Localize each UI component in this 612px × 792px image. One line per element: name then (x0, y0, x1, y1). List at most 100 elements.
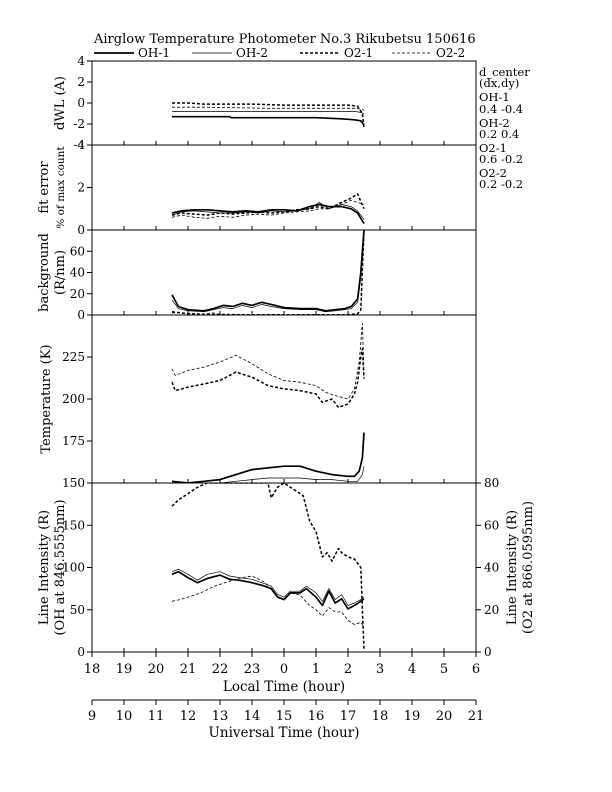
panels-group: -4 -2 0 2 4 dWL (A) 0 2 4 fit error% of max count… (37, 54, 536, 659)
xtick-label-lt: 2 (344, 662, 352, 677)
series-int-o2-2 (171, 575, 365, 627)
xtick-label-ut: 14 (244, 709, 261, 724)
ylabel-temp: Temperature (K) (39, 344, 54, 453)
xtick-label-lt: 6 (472, 662, 480, 677)
panel-frame-dwl (91, 60, 477, 146)
ytick-label-bg: 0 (77, 308, 85, 322)
side-note: OH-2 (479, 116, 510, 130)
ytick-label-dwl: -4 (73, 138, 85, 152)
series-bg-o2-2 (172, 232, 365, 315)
ytick-right-label-int: 40 (484, 561, 499, 575)
ytick-label-fit: 4 (77, 138, 85, 152)
legend-label-oh-2: OH-2 (236, 46, 268, 60)
series-bg-o2-1 (171, 230, 365, 315)
ylabel2-fit: % of max count (55, 146, 67, 229)
xtick-label-lt: 20 (148, 662, 165, 677)
side-note: O2-1 (479, 141, 507, 155)
series-int-oh-1 (171, 570, 365, 610)
xtick-label-lt: 22 (212, 662, 229, 677)
ytick-label-int: 150 (62, 518, 85, 532)
series-dwl-o2-2 (172, 106, 365, 111)
series-temp-oh-2 (172, 466, 365, 483)
series-dwl-o2-1 (172, 102, 365, 129)
ylabel-fit: fit error (37, 161, 52, 214)
xtick-label-ut: 11 (148, 709, 165, 724)
ylabel-dwl: dWL (A) (53, 76, 68, 130)
panel-temp: 150 175 200 225 Temperature (K) (39, 314, 477, 490)
xtick-label-ut: 16 (308, 709, 325, 724)
ytick-label-dwl: 2 (77, 75, 85, 89)
ytick-label-fit: 2 (77, 181, 85, 195)
panel-dwl: -4 -2 0 2 4 dWL (A) (53, 54, 477, 152)
legend: OH-1 OH-2 O2-1 O2-2 (94, 46, 465, 60)
ytick-label-bg: 60 (70, 244, 85, 258)
series-int-o2-1 (171, 483, 365, 650)
legend-label-o2-1: O2-1 (344, 46, 373, 60)
legend-label-o2-2: O2-2 (436, 46, 465, 60)
side-note: O2-2 (479, 166, 507, 180)
ylabel-bg: background (37, 233, 52, 312)
xaxis-label-ut: Universal Time (hour) (209, 725, 360, 741)
ytick-label-int: 0 (77, 645, 85, 659)
series-temp-o2-1 (171, 347, 365, 409)
ytick-label-dwl: 0 (77, 96, 85, 110)
xtick-label-ut: 20 (436, 709, 453, 724)
series-fit-o2-2 (171, 199, 365, 219)
xtick-label-ut: 12 (180, 709, 197, 724)
ytick-right-label-int: 0 (484, 645, 492, 659)
xtick-label-ut: 17 (340, 709, 357, 724)
side-notes: d_center(dx,dy)OH-10.4 -0.4OH-20.2 0.4O2… (479, 65, 530, 191)
ylabel2-bg: (R/nm) (53, 250, 68, 295)
ytick-label-temp: 150 (62, 476, 85, 490)
ytick-label-dwl: -2 (73, 117, 85, 131)
series-temp-oh-1 (171, 432, 365, 483)
xtick-label-lt: 3 (376, 662, 384, 677)
xtick-label-lt: 19 (116, 662, 133, 677)
series-int-oh-2 (171, 568, 365, 606)
series-bg-oh-1 (171, 230, 365, 312)
series-bg-oh-2 (171, 232, 365, 313)
side-note: 0.2 0.4 (479, 127, 519, 141)
ytick-label-bg: 20 (70, 287, 85, 301)
ytick-label-dwl: 4 (77, 54, 85, 68)
ytick-label-int: 100 (62, 561, 85, 575)
ylabel-right-int: Line Intensity (R) (505, 510, 520, 625)
xaxis-label-lt: Local Time (hour) (223, 679, 345, 695)
panel-fit: 0 2 4 fit error% of max count (37, 138, 477, 237)
panel-frame-fit (91, 144, 477, 231)
xtick-label-ut: 13 (212, 709, 229, 724)
xtick-label-ut: 21 (468, 709, 485, 724)
side-note: (dx,dy) (479, 76, 519, 90)
ylabel-int: Line Intensity (R) (37, 510, 52, 625)
series-fit-oh-1 (171, 203, 365, 225)
panel-bg: 0 20 40 60 background (R/nm) (37, 229, 477, 322)
series-dwl-oh-2 (172, 111, 365, 114)
ylabel2-int: (OH at 846.5555nm) (53, 499, 68, 635)
xtick-label-lt: 5 (440, 662, 448, 677)
panel-frame-temp (91, 314, 477, 484)
ytick-right-label-int: 60 (484, 518, 499, 532)
xtick-label-lt: 21 (180, 662, 197, 677)
xtick-label-lt: 18 (84, 662, 101, 677)
chart-title: Airglow Temperature Photometer No.3 Riku… (93, 32, 476, 47)
xtick-label-lt: 0 (280, 662, 288, 677)
ytick-label-temp: 175 (62, 434, 85, 448)
panel-frame-bg (91, 229, 477, 316)
series-temp-o2-2 (171, 323, 365, 400)
side-note: 0.4 -0.4 (479, 102, 523, 116)
ytick-label-temp: 200 (62, 392, 85, 406)
xtick-label-ut: 10 (116, 709, 133, 724)
ytick-right-label-int: 20 (484, 603, 499, 617)
ytick-label-fit: 0 (77, 223, 85, 237)
xtick-label-lt: 4 (408, 662, 416, 677)
xtick-label-lt: 23 (244, 662, 261, 677)
side-note: 0.2 -0.2 (479, 177, 523, 191)
ytick-right-label-int: 80 (484, 476, 499, 490)
side-note: OH-1 (479, 90, 510, 104)
xtick-label-ut: 19 (404, 709, 421, 724)
ytick-label-temp: 225 (62, 350, 85, 364)
side-note: 0.6 -0.2 (479, 152, 523, 166)
xtick-label-ut: 15 (276, 709, 293, 724)
